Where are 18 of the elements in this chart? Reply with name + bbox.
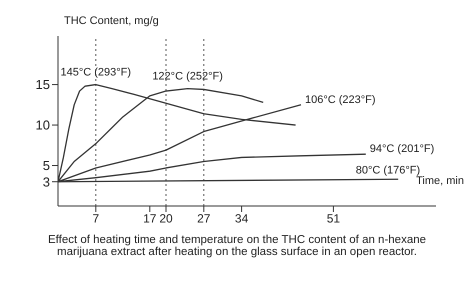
y-tick-label: 5 bbox=[42, 158, 50, 174]
x-axis-title: Time, min bbox=[416, 174, 464, 187]
x-tick-label: 17 bbox=[143, 212, 157, 226]
x-tick-label: 27 bbox=[197, 212, 211, 226]
series-label: 94°C (201°F) bbox=[370, 143, 434, 156]
series-label: 80°C (176°F) bbox=[356, 164, 420, 176]
y-tick-label: 3 bbox=[42, 174, 50, 190]
y-tick-label: 10 bbox=[36, 118, 50, 133]
text: Effect of heating time and temperature on the THC content of an n-hexane marijuana extract after heating on the glass surface in an open reactor. bbox=[46, 233, 428, 258]
series-label: 145°C (293°F) bbox=[60, 66, 132, 79]
x-tick-label: 20 bbox=[159, 212, 173, 226]
y-axis-title: THC Content, mg/g bbox=[64, 15, 159, 27]
x-tick-label: 51 bbox=[326, 212, 340, 226]
series-label: 106°C (223°F) bbox=[305, 94, 376, 106]
y-tick-label: 15 bbox=[36, 77, 50, 92]
series-label: 122°C (252°F) bbox=[152, 70, 223, 83]
x-tick-label: 34 bbox=[234, 212, 249, 226]
x-tick-label: 7 bbox=[92, 212, 100, 226]
